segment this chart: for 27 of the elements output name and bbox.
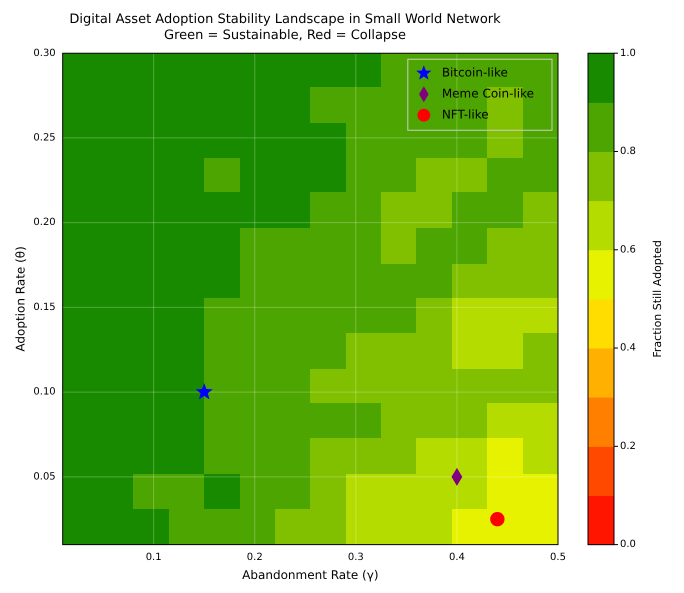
- x-tick-label: 0.2: [246, 552, 263, 564]
- legend-label: Meme Coin-like: [442, 86, 534, 100]
- y-tick-label: 0.20: [33, 217, 56, 228]
- y-tick-label: 0.25: [33, 132, 56, 144]
- legend-label: NFT-like: [442, 107, 489, 122]
- color-bar-label: 0.0: [620, 539, 636, 550]
- x-axis-title: Abandonment Rate (γ): [242, 568, 379, 582]
- chart-subtitle: Green = Sustainable, Red = Collapse: [164, 28, 406, 43]
- y-tick-label: 0.30: [33, 48, 56, 59]
- y-tick-label: 0.05: [33, 471, 56, 482]
- y-tick-label: 0.15: [33, 302, 56, 313]
- color-bar-label: 0.2: [620, 440, 636, 452]
- y-tick-label: 0.10: [33, 386, 56, 398]
- x-tick-label: 0.5: [550, 552, 566, 564]
- color-bar-label: 0.4: [620, 342, 636, 354]
- legend-label: Bitcoin-like: [442, 65, 508, 80]
- point: [490, 512, 505, 526]
- color-bar-title: Fraction Still Adopted: [650, 240, 664, 358]
- y-axis-title: Adoption Rate (θ): [13, 246, 28, 352]
- x-tick-label: 0.4: [448, 552, 465, 564]
- chart-title: Digital Asset Adoption Stability Landscape in Small World Network: [69, 12, 502, 28]
- x-tick-label: 0.1: [146, 552, 162, 564]
- color-bar-label: 1.0: [620, 48, 636, 59]
- color-bar-label: 0.8: [620, 146, 636, 158]
- color-bar-label: 0.6: [620, 244, 636, 256]
- point: [196, 383, 213, 400]
- x-tick-label: 0.3: [348, 552, 364, 564]
